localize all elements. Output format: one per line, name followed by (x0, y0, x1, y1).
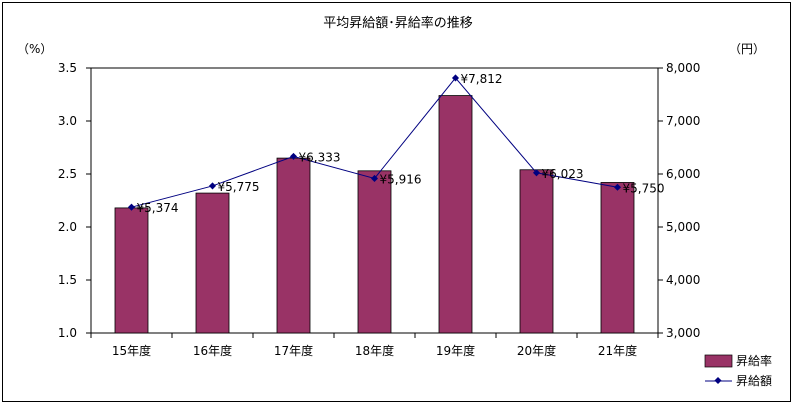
x-axis-category-label: 21年度 (598, 343, 637, 358)
x-axis-category-label: 17年度 (274, 343, 313, 358)
line-data-label: ¥6,023 (542, 167, 584, 181)
line-point-marker (208, 182, 217, 190)
right-axis-unit: （円） (729, 42, 765, 56)
line-point-marker (127, 203, 136, 211)
bar-20年度 (519, 169, 554, 334)
legend-line-marker (714, 376, 722, 385)
left-axis-tick-label: 1.5 (58, 273, 77, 287)
legend: 昇給率 昇給額 (704, 353, 772, 388)
right-axis-tick-label: 8,000 (666, 61, 700, 75)
line-data-label: ¥5,374 (137, 201, 179, 215)
x-axis-category-label: 18年度 (355, 343, 394, 358)
left-axis-tick-label: 3.0 (58, 114, 77, 128)
chart-svg: 平均昇給額･昇給率の推移 （%） （円） 1.0 1.5 2.0 2.5 3.0 3.5 3… (17, 15, 772, 388)
chart-title: 平均昇給額･昇給率の推移 (323, 15, 473, 31)
x-axis-category-label: 15年度 (112, 343, 151, 358)
chart-frame: 平均昇給額･昇給率の推移 （%） （円） 1.0 1.5 2.0 2.5 3.0 3.5 3… (2, 2, 791, 402)
line-data-label: ¥5,775 (218, 180, 260, 194)
bar-21年度 (600, 182, 635, 334)
bar-16年度 (195, 192, 230, 334)
line-data-label: ¥6,333 (299, 150, 341, 164)
bar-18年度 (357, 170, 392, 334)
x-axis-category-label: 19年度 (436, 343, 475, 358)
right-axis-tick-label: 3,000 (666, 326, 700, 340)
line-data-label: ¥7,812 (461, 72, 503, 86)
legend-bar-label: 昇給率 (736, 353, 772, 368)
line-point-marker (370, 174, 379, 182)
line-data-label: ¥5,916 (380, 172, 422, 186)
bar-15年度 (114, 207, 149, 334)
left-axis-tick-label: 2.5 (58, 167, 77, 181)
right-axis-tick-label: 6,000 (666, 167, 700, 181)
right-axis-tick-label: 5,000 (666, 220, 700, 234)
x-axis-category-label: 16年度 (193, 343, 232, 358)
line-point-marker (451, 74, 460, 82)
left-axis-tick-label: 3.5 (58, 61, 77, 75)
line-point-marker (613, 183, 622, 191)
line-point-marker (532, 169, 541, 177)
left-axis-unit: （%） (17, 42, 52, 56)
right-axis-tick-label: 4,000 (666, 273, 700, 287)
left-axis-tick-label: 2.0 (58, 220, 77, 234)
line-point-marker (289, 152, 298, 160)
bar-19年度 (438, 95, 473, 334)
x-axis-category-label: 20年度 (517, 343, 556, 358)
legend-line-label: 昇給額 (736, 374, 772, 388)
legend-bar-swatch (704, 354, 733, 368)
left-axis-tick-label: 1.0 (58, 326, 77, 340)
bar-17年度 (276, 157, 311, 334)
line-data-label: ¥5,750 (623, 181, 665, 195)
plot-area: 1.0 1.5 2.0 2.5 3.0 3.5 3,000 4,000 5,000 6,000 7,… (58, 61, 700, 358)
right-axis-tick-label: 7,000 (666, 114, 700, 128)
